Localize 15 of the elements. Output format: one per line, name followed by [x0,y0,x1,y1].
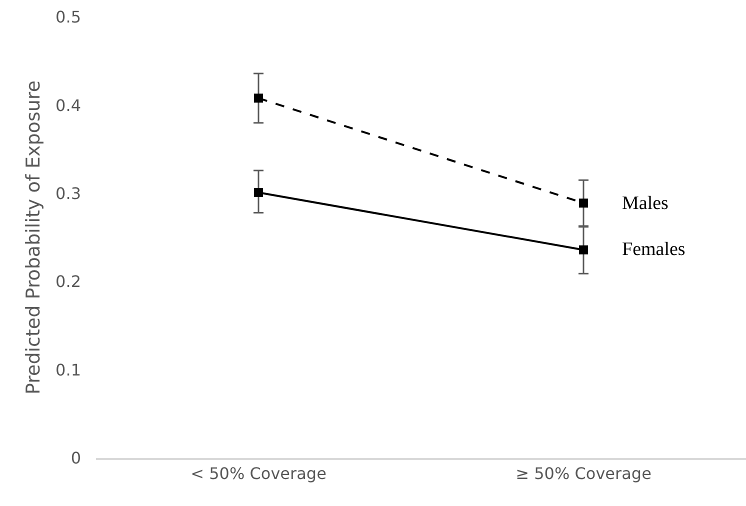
y-tick-label: 0 [70,448,81,468]
y-tick-label: 0.1 [56,360,81,380]
x-tick-label: ≥ 50% Coverage [516,464,652,483]
y-tick-label: 0.4 [56,96,81,115]
point [254,94,263,103]
y-tick-label: 0.3 [56,184,81,203]
point [579,198,588,208]
point [579,245,588,254]
x-tick-label: < 50% Coverage [190,464,326,483]
y-axis-title: Predicted Probability of Exposure [22,80,44,395]
series-label: Males [622,193,668,214]
point [254,188,263,198]
y-tick-label: 0.5 [56,8,81,27]
y-tick-label: 0.2 [56,272,81,292]
series-label: Females [622,239,686,260]
